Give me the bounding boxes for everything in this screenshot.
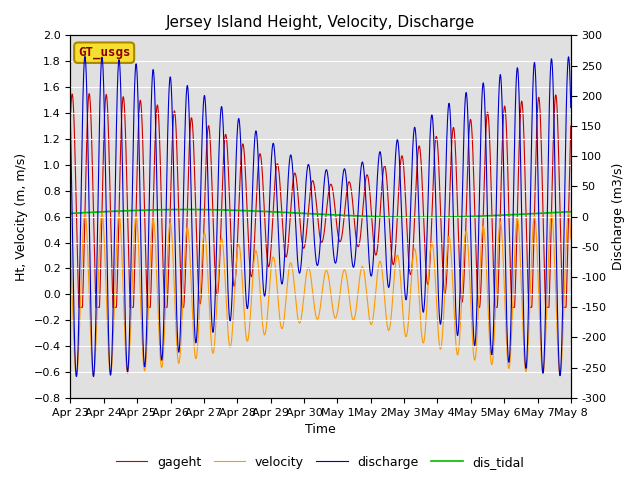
gageht	[174, 180, 182, 185]
dis_tidal	[417, 215, 424, 220]
dis_tidal	[67, 211, 74, 216]
discharge	[207, 281, 214, 287]
dis_tidal	[183, 206, 191, 212]
velocity	[567, 236, 575, 241]
dis_tidal	[173, 207, 181, 213]
discharge	[174, 342, 182, 348]
Line: gageht: gageht	[70, 94, 571, 307]
velocity	[81, 210, 89, 216]
discharge	[567, 105, 575, 110]
velocity	[378, 267, 386, 273]
velocity	[567, 233, 575, 239]
discharge	[369, 258, 377, 264]
Line: velocity: velocity	[70, 213, 571, 376]
discharge	[378, 165, 386, 171]
gageht	[567, 128, 575, 133]
velocity	[369, 314, 377, 320]
velocity	[207, 326, 214, 332]
gageht	[369, 235, 377, 240]
gageht	[75, 304, 83, 310]
velocity	[520, 340, 527, 346]
discharge	[81, 54, 89, 60]
X-axis label: Time: Time	[305, 423, 336, 436]
Text: GT_usgs: GT_usgs	[78, 46, 131, 59]
dis_tidal	[567, 209, 575, 215]
velocity	[174, 357, 182, 362]
gageht	[520, 122, 527, 128]
dis_tidal	[378, 214, 386, 220]
dis_tidal	[567, 209, 575, 215]
velocity	[67, 243, 74, 249]
dis_tidal	[520, 211, 527, 217]
gageht	[378, 182, 386, 188]
gageht	[567, 123, 575, 129]
Title: Jersey Island Height, Velocity, Discharge: Jersey Island Height, Velocity, Discharg…	[166, 15, 476, 30]
velocity	[90, 373, 97, 379]
dis_tidal	[207, 207, 214, 213]
discharge	[567, 99, 575, 105]
dis_tidal	[369, 214, 377, 219]
Y-axis label: Ht, Velocity (m, m/s): Ht, Velocity (m, m/s)	[15, 153, 28, 281]
Legend: gageht, velocity, discharge, dis_tidal: gageht, velocity, discharge, dis_tidal	[111, 451, 529, 474]
Y-axis label: Discharge (m3/s): Discharge (m3/s)	[612, 163, 625, 270]
discharge	[520, 310, 527, 315]
Line: discharge: discharge	[70, 57, 571, 377]
discharge	[67, 118, 74, 124]
gageht	[85, 91, 93, 96]
Line: dis_tidal: dis_tidal	[70, 209, 571, 217]
gageht	[207, 142, 214, 148]
gageht	[67, 115, 74, 121]
discharge	[90, 374, 97, 380]
